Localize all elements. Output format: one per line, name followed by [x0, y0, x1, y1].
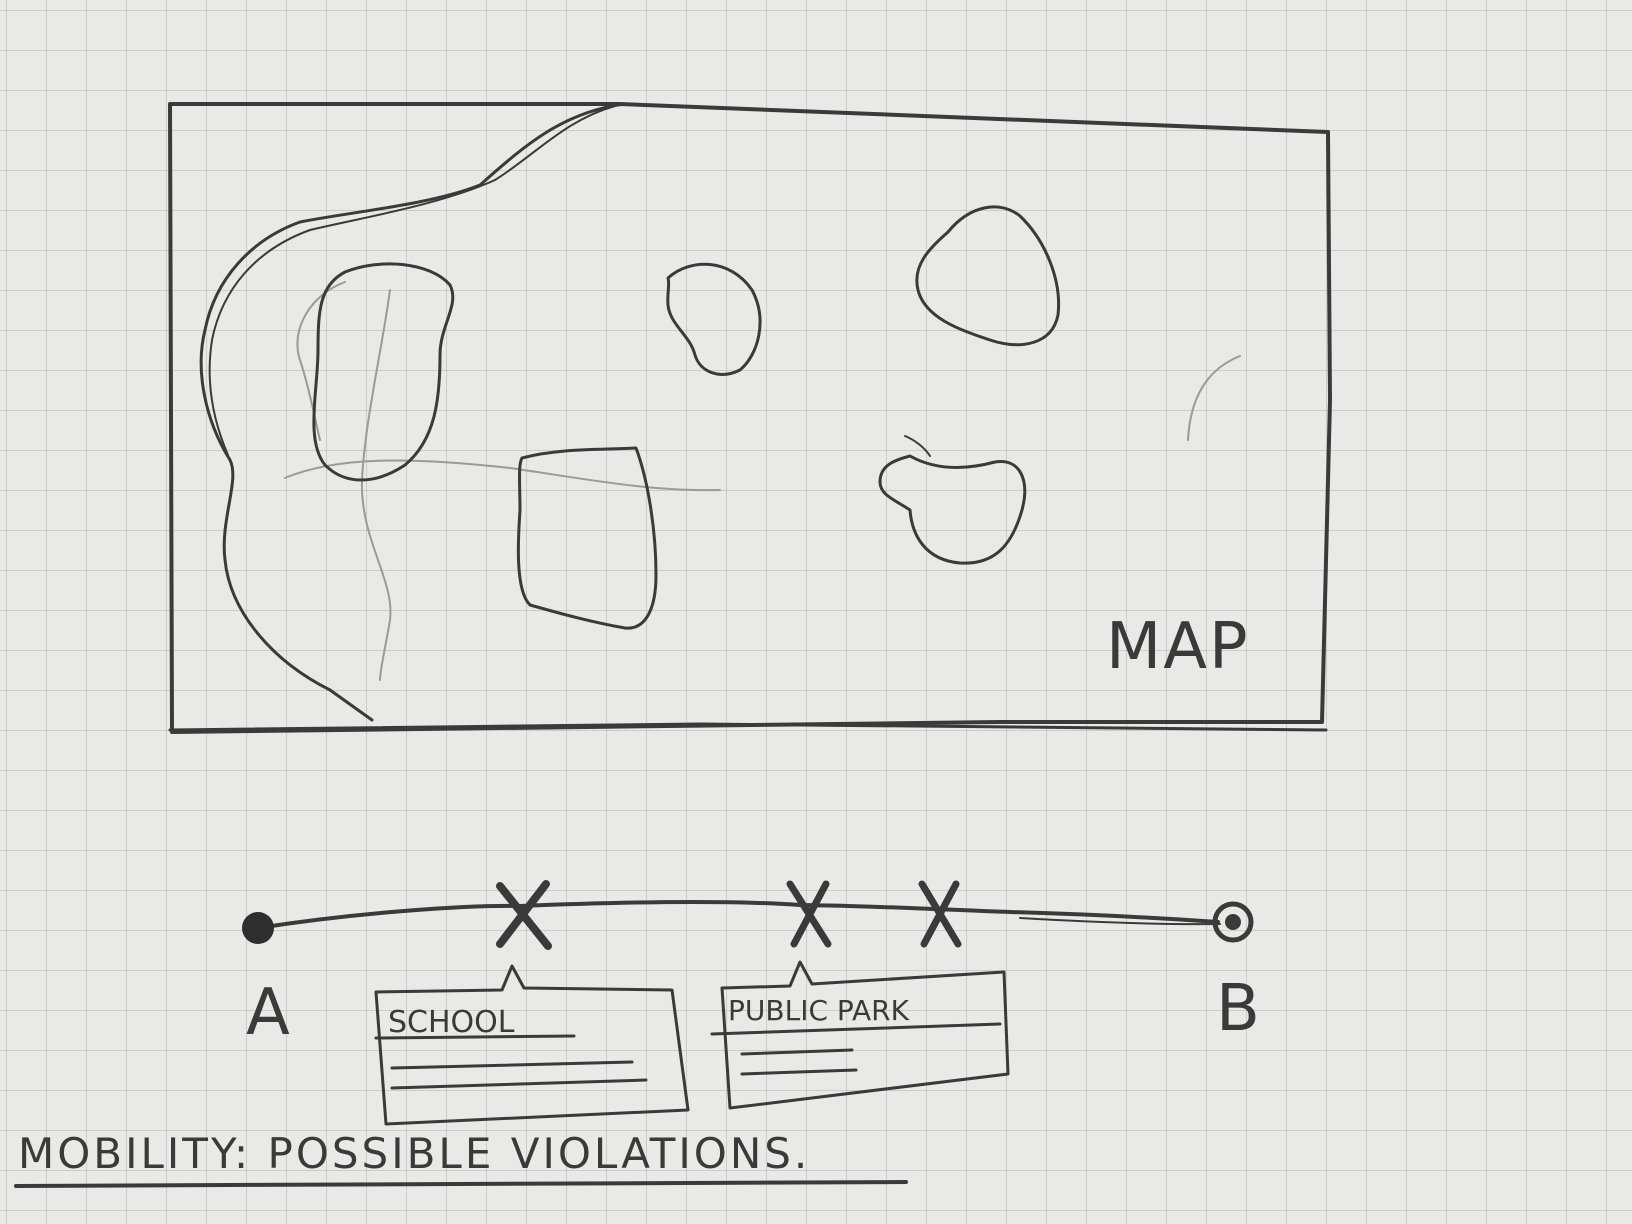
callout-park-title: PUBLIC PARK — [728, 994, 910, 1027]
map-coastline-inner — [208, 105, 616, 456]
route-start-point[interactable] — [242, 912, 274, 944]
callout-school-title: SCHOOL — [388, 1005, 515, 1040]
route-line-return — [1019, 917, 1221, 926]
map-region-5-tail — [904, 435, 931, 457]
map-region-2 — [666, 262, 762, 376]
route-end-point[interactable] — [1212, 901, 1254, 943]
page-title: MOBILITY: POSSIBLE VIOLATIONS. — [18, 1129, 810, 1178]
route-timeline: A B — [242, 880, 1260, 1050]
map-coastline — [199, 102, 627, 722]
callout-public-park[interactable]: PUBLIC PARK — [710, 960, 1010, 1110]
map-region-4 — [516, 446, 658, 630]
map-light-road-horizontal — [284, 459, 721, 492]
map-frame-bottom-edge — [168, 722, 1328, 732]
map-frame — [168, 102, 1332, 734]
route-end-label: B — [1216, 972, 1260, 1046]
map-label: MAP — [1106, 610, 1250, 684]
callout-park-title-underline — [710, 1022, 1002, 1036]
page-title-underline — [14, 1180, 908, 1188]
violation-marker-3[interactable] — [918, 880, 962, 948]
callout-park-box — [720, 960, 1010, 1110]
callout-school-text-line-1 — [390, 1060, 634, 1070]
map-light-road-vertical — [360, 289, 392, 681]
map-region-3 — [915, 205, 1061, 347]
page-title-group: MOBILITY: POSSIBLE VIOLATIONS. — [14, 1129, 908, 1188]
callout-park-text-line-1 — [740, 1048, 854, 1056]
violation-marker-park[interactable] — [786, 880, 832, 948]
route-start-label: A — [246, 976, 290, 1050]
route-line — [256, 900, 1220, 930]
callout-school[interactable]: SCHOOL — [374, 964, 690, 1126]
map-region-1 — [312, 262, 455, 482]
callout-school-box — [374, 964, 690, 1126]
map-panel: MAP — [168, 102, 1332, 734]
callout-school-text-line-2 — [390, 1078, 648, 1090]
violation-marker-school[interactable] — [496, 880, 552, 950]
callout-park-text-line-2 — [740, 1068, 858, 1076]
map-light-edge-mark — [1187, 355, 1241, 441]
map-region-5 — [878, 454, 1027, 565]
callout-school-title-underline — [374, 1034, 576, 1040]
